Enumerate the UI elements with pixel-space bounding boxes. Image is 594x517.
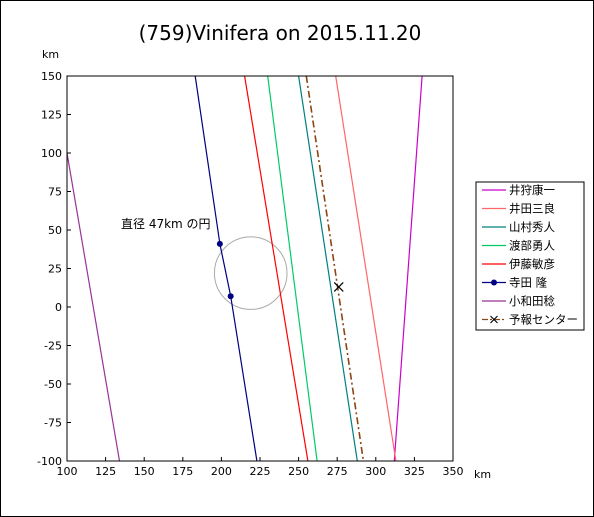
y-tick-label: 25 [48, 263, 62, 276]
series-line-2 [298, 76, 358, 461]
x-tick-label: 275 [327, 465, 348, 478]
forecast-center-marker [333, 282, 344, 292]
x-tick-label: 125 [95, 465, 116, 478]
axis-layer: 100 125 150 175 200 225 250 275 300 325 3501501251… [37, 70, 463, 478]
legend-label-3: 渡部勇人 [509, 239, 555, 253]
diameter-circle [213, 236, 288, 310]
y-tick-label: 125 [41, 109, 62, 122]
series-line-7 [305, 76, 365, 461]
y-tick-label: -75 [44, 417, 62, 430]
series-marker-5-0 [216, 240, 223, 247]
series-line-6 [67, 152, 121, 461]
x-tick-label: 225 [250, 465, 271, 478]
legend-label-2: 山村秀人 [509, 220, 555, 234]
legend-label-5: 寺田 隆 [509, 276, 548, 290]
y-tick-label: -100 [37, 455, 62, 468]
y-tick-label: 50 [48, 224, 62, 237]
legend-marker-5 [491, 279, 497, 286]
x-tick-label: 200 [211, 465, 232, 478]
legend-label-6: 小和田稔 [509, 294, 555, 308]
plot-layer [67, 76, 423, 461]
series-line-0 [393, 76, 423, 461]
x-tick-label: 150 [134, 465, 155, 478]
x-tick-label: 100 [57, 465, 78, 478]
x-tick-label: 350 [443, 465, 464, 478]
series-line-5 [194, 76, 258, 461]
legend-label-1: 井田三良 [509, 202, 555, 216]
y-tick-label: 100 [41, 147, 62, 160]
series-line-3 [267, 76, 318, 461]
circle-annotation: 直径 47km の円 [121, 217, 211, 231]
x-tick-label: 175 [172, 465, 193, 478]
legend-label-7: 予報センター [509, 313, 578, 327]
plot-border [66, 75, 454, 462]
series-marker-5-1 [227, 293, 234, 300]
legend-box [475, 181, 585, 331]
y-tick-label: 75 [48, 186, 62, 199]
y-axis-unit: km [42, 48, 59, 61]
legend-label-4: 伊藤敏彦 [509, 257, 555, 271]
x-tick-label: 325 [404, 465, 425, 478]
legend-label-0: 井狩康一 [509, 183, 555, 197]
x-axis-unit: km [474, 468, 491, 481]
chart-title: (759)Vinifera on 2015.11.20 [139, 21, 422, 45]
x-tick-label: 250 [288, 465, 309, 478]
legend-x-marker [490, 315, 498, 324]
y-tick-label: 150 [41, 70, 62, 83]
x-tick-label: 300 [365, 465, 386, 478]
y-tick-label: -25 [44, 340, 62, 353]
series-line-4 [244, 76, 309, 461]
series-line-1 [335, 76, 397, 461]
y-tick-label: 0 [55, 301, 62, 314]
y-tick-label: -50 [44, 378, 62, 391]
